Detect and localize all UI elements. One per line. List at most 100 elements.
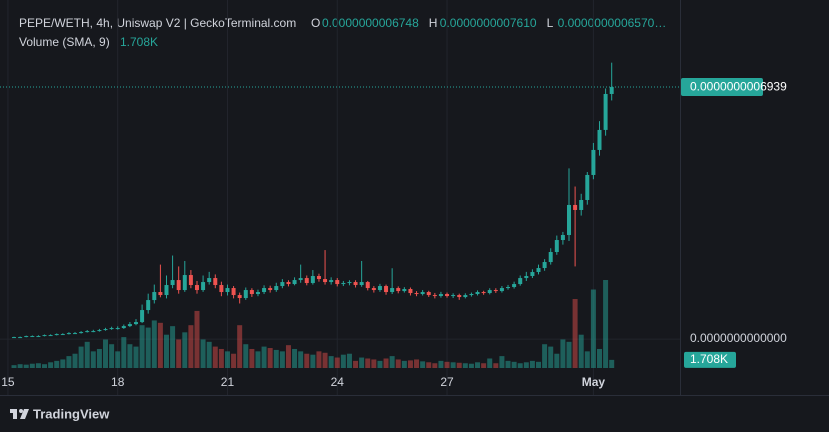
volume-bar	[42, 364, 48, 368]
volume-bar	[401, 360, 407, 368]
candle-body	[384, 286, 389, 293]
y-tick-label: 0.0000000000000	[690, 331, 787, 345]
volume-bar	[609, 359, 615, 368]
candle-body	[359, 282, 364, 286]
volume-bar	[365, 358, 371, 368]
candle-body	[310, 276, 315, 284]
volume-bar	[523, 362, 529, 368]
candle-body	[292, 280, 297, 285]
volume-bar	[389, 356, 395, 368]
volume-bar	[316, 351, 322, 368]
volume-bar	[407, 360, 413, 368]
candle-body	[213, 278, 218, 286]
candle-body	[493, 290, 498, 292]
chart-title: PEPE/WETH, 4h, Uniswap V2 | GeckoTermina…	[19, 16, 296, 30]
candle-body	[329, 280, 334, 283]
volume-bar	[377, 360, 383, 368]
candle-body	[60, 334, 65, 336]
x-tick-label: 27	[440, 375, 454, 389]
volume-bar	[11, 365, 17, 368]
candle-body	[188, 275, 193, 286]
brand-logo	[10, 409, 29, 419]
volume-bar	[231, 353, 237, 368]
candle-body	[30, 336, 35, 338]
candle-body	[548, 252, 553, 263]
volume-bar	[560, 339, 566, 368]
candle-body	[573, 204, 578, 210]
volume-bar	[395, 359, 401, 368]
volume-bar	[218, 348, 224, 368]
volume-tag-label: 1.708K	[690, 352, 728, 366]
candle-body	[298, 278, 303, 281]
volume-bar	[505, 360, 511, 368]
volume-bar	[255, 351, 261, 368]
candle-body	[396, 288, 401, 292]
candle-body	[542, 262, 547, 269]
volume-bar	[35, 363, 41, 368]
volume-bar	[151, 320, 157, 368]
candle-body	[518, 278, 523, 285]
candle-body	[420, 292, 425, 295]
volume-bar	[468, 363, 474, 368]
x-tick-label: 24	[331, 375, 345, 389]
candle-body	[79, 332, 84, 334]
volume-bar	[54, 360, 60, 368]
volume-bar	[456, 362, 462, 368]
volume-bar	[78, 346, 84, 368]
volume-bar	[359, 357, 365, 368]
volume-bar	[121, 337, 127, 368]
volume-bar	[298, 351, 304, 368]
volume-bar	[243, 344, 249, 368]
legend-value: 0.0000000007610	[440, 16, 537, 30]
volume-bar	[554, 353, 560, 368]
volume-bar	[566, 341, 572, 368]
volume-bar	[328, 356, 334, 368]
logo-part	[20, 409, 29, 419]
candle-body	[24, 336, 29, 338]
last-price-label: 0.0000000006939	[690, 80, 787, 94]
volume-bar	[29, 363, 35, 368]
candle-body	[54, 334, 59, 336]
candle-body	[121, 326, 126, 329]
candle-body	[536, 268, 541, 273]
candle-body	[36, 336, 41, 338]
candle-body	[463, 295, 468, 298]
volume-bar	[536, 361, 542, 368]
volume-bar	[438, 360, 444, 368]
candle-body	[408, 289, 413, 294]
candle-body	[48, 335, 53, 337]
candle-body	[445, 294, 450, 297]
candle-body	[201, 282, 206, 291]
volume-value: 1.708K	[120, 35, 158, 49]
volume-bar	[481, 363, 487, 368]
volume-bar	[206, 341, 212, 368]
volume-bar	[267, 348, 273, 368]
candle-body	[225, 288, 230, 293]
volume-bar	[103, 339, 109, 368]
volume-bar	[17, 364, 23, 368]
volume-bar	[133, 346, 139, 368]
volume-bar	[139, 325, 145, 368]
candle-body	[134, 322, 138, 325]
candle-body	[243, 290, 248, 299]
candle-body	[316, 276, 321, 280]
candle-body	[432, 295, 437, 297]
volume-bar	[304, 353, 310, 368]
candle-body	[268, 288, 273, 291]
volume-bar	[603, 280, 609, 368]
volume-bar	[340, 354, 346, 368]
volume-bar	[444, 361, 450, 368]
volume-bar	[432, 363, 438, 368]
volume-bar	[60, 359, 66, 368]
volume-bar	[572, 299, 578, 368]
candle-body	[109, 328, 114, 330]
volume-bar	[182, 332, 188, 368]
candle-body	[567, 204, 572, 236]
candle-body	[414, 293, 419, 295]
volume-bar	[237, 325, 243, 368]
candle-body	[146, 300, 151, 311]
legend-key: L	[547, 16, 554, 30]
volume-bar	[273, 349, 279, 368]
x-tick-label: 18	[111, 375, 125, 389]
candle-body	[475, 292, 480, 295]
